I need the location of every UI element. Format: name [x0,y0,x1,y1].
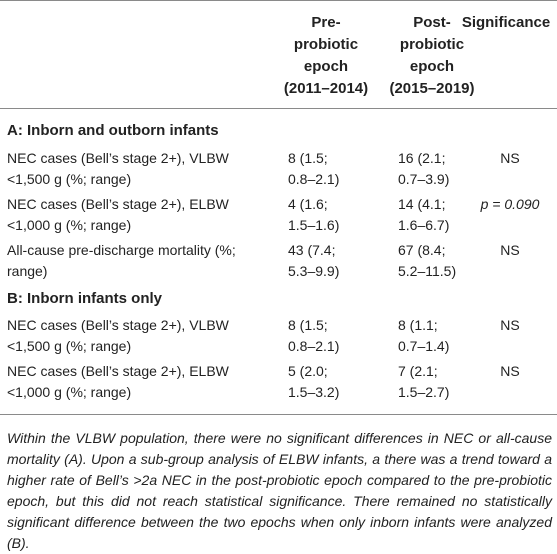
table-row-label: All-cause pre-discharge mortality (%; ra… [7,242,236,279]
table-row-label: NEC cases (Bell’s stage 2+), ELBW <1,000… [7,363,229,400]
section-b-title: B: Inborn infants only [7,290,162,307]
table-cell-pre: 8 (1.5; 0.8–2.1) [288,150,340,187]
table-cell-post: 67 (8.4; 5.2–11.5) [398,242,457,279]
table-footnote: Within the VLBW population, there were n… [7,430,552,551]
table-cell-post: 7 (2.1; 1.5–2.7) [398,363,450,400]
table-cell-significance: NS [500,242,520,258]
table-cell-significance: p = 0.090 [480,196,540,212]
table-cell-significance: NS [500,363,520,379]
header-significance: Significance [461,14,551,31]
bottom-rule [0,414,557,415]
section-a-title: A: Inborn and outborn infants [7,122,219,139]
table-cell-pre: 4 (1.6; 1.5–1.6) [288,196,340,233]
table-row-label: NEC cases (Bell’s stage 2+), VLBW <1,500… [7,317,229,354]
table-cell-post: 14 (4.1; 1.6–6.7) [398,196,450,233]
table-row-label: NEC cases (Bell’s stage 2+), VLBW <1,500… [7,150,229,187]
table-row-label: NEC cases (Bell’s stage 2+), ELBW <1,000… [7,196,229,233]
header-rule [0,108,557,109]
top-rule [0,0,557,1]
header-pre-probiotic: Pre- probiotic epoch (2011–2014) [283,14,369,97]
table-cell-pre: 8 (1.5; 0.8–2.1) [288,317,340,354]
header-post-probiotic: Post- probiotic epoch (2015–2019) [389,14,475,97]
table-cell-post: 8 (1.1; 0.7–1.4) [398,317,450,354]
table-cell-post: 16 (2.1; 0.7–3.9) [398,150,450,187]
table-cell-pre: 43 (7.4; 5.3–9.9) [288,242,340,279]
table-cell-pre: 5 (2.0; 1.5–3.2) [288,363,340,400]
table-cell-significance: NS [500,317,520,333]
table-cell-significance: NS [500,150,520,166]
